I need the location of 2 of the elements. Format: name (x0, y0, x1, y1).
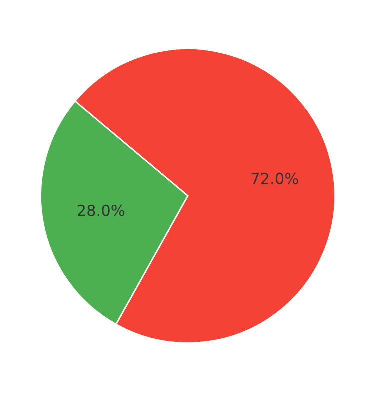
data-label: 72.0% (252, 172, 298, 184)
data-label: 28.0% (78, 204, 125, 216)
